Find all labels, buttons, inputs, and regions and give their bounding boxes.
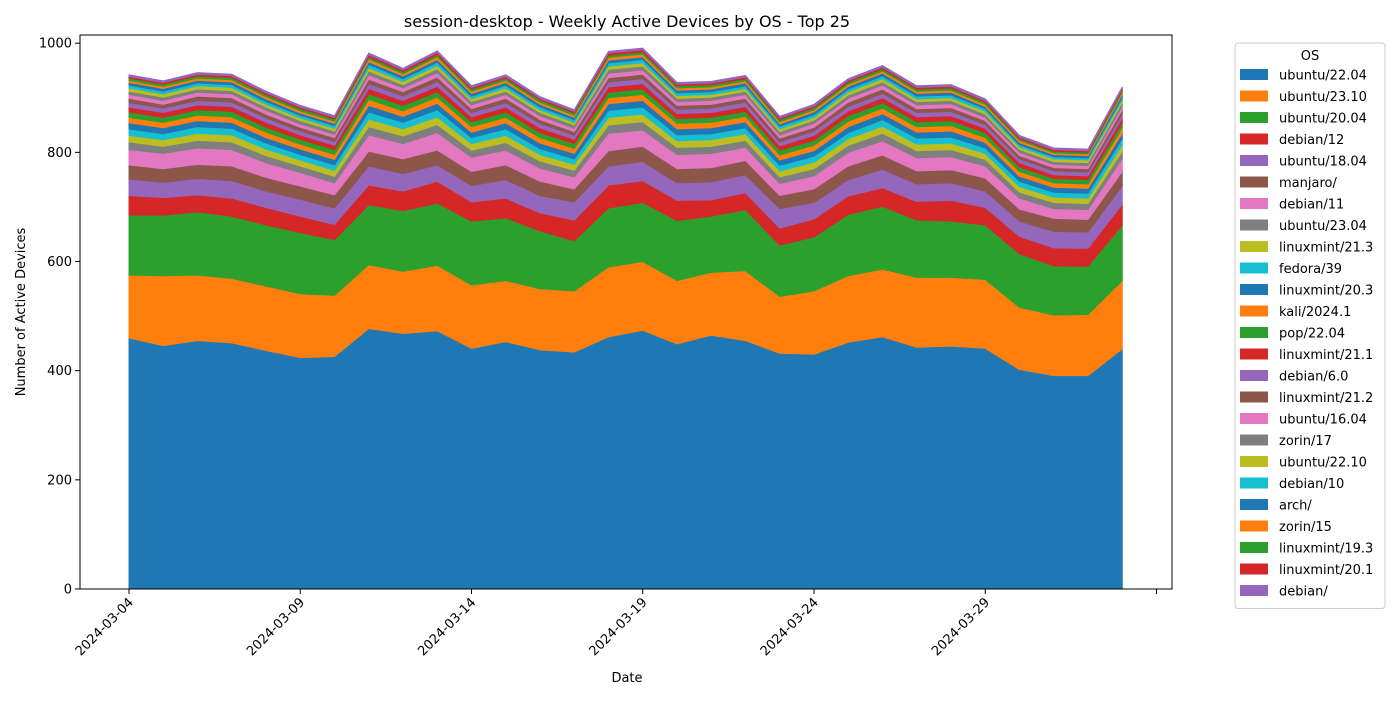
y-tick-label: 0 <box>64 583 72 598</box>
legend-label: debian/6.0 <box>1279 370 1348 385</box>
legend-label: zorin/15 <box>1279 520 1332 535</box>
area-series-ubuntu-22-04 <box>128 328 1123 590</box>
legend-label: linuxmint/19.3 <box>1279 542 1373 557</box>
legend-item-ubuntu-20-04: ubuntu/20.04 <box>1240 112 1367 127</box>
legend-swatch <box>1240 413 1268 424</box>
legend-item-zorin-15: zorin/15 <box>1240 520 1332 535</box>
legend-item-kali-2024-1: kali/2024.1 <box>1240 305 1351 320</box>
legend-label: ubuntu/22.04 <box>1279 69 1367 84</box>
legend-item-arch: arch/ <box>1240 499 1312 514</box>
legend-label: linuxmint/20.1 <box>1279 563 1373 578</box>
legend-swatch <box>1240 198 1268 209</box>
legend-label: debian/11 <box>1279 198 1344 213</box>
legend-frame <box>1234 42 1386 609</box>
legend-label: debian/10 <box>1279 477 1344 492</box>
x-axis-label: Date <box>611 671 642 686</box>
legend-item-manjaro: manjaro/ <box>1240 176 1337 191</box>
y-axis-label: Number of Active Devices <box>14 227 29 396</box>
x-tick-label: 2024-03-14 <box>415 595 479 659</box>
legend-item-linuxmint-21-1: linuxmint/21.1 <box>1240 348 1373 363</box>
legend-label: linuxmint/20.3 <box>1279 284 1373 299</box>
legend-swatch <box>1240 499 1268 510</box>
x-tick-label: 2024-03-29 <box>929 595 993 659</box>
legend-item-linuxmint-19-3: linuxmint/19.3 <box>1240 542 1373 557</box>
y-tick-label: 1000 <box>39 37 72 52</box>
legend-item-ubuntu-23-04: ubuntu/23.04 <box>1240 219 1367 234</box>
legend-label: ubuntu/18.04 <box>1279 155 1367 170</box>
legend-swatch <box>1240 563 1268 575</box>
legend-swatch <box>1240 219 1268 231</box>
legend-label: ubuntu/16.04 <box>1279 413 1367 428</box>
legend-label: kali/2024.1 <box>1279 305 1351 320</box>
legend-label: manjaro/ <box>1279 176 1337 191</box>
legend-swatch <box>1240 542 1268 553</box>
legend-label: ubuntu/22.10 <box>1279 456 1367 471</box>
legend-item-linuxmint-20-1: linuxmint/20.1 <box>1240 563 1373 578</box>
y-tick-label: 800 <box>47 146 72 161</box>
legend-label: zorin/17 <box>1279 434 1332 449</box>
legend-swatch <box>1240 133 1268 145</box>
legend-title: OS <box>1301 49 1319 64</box>
legend-item-pop-22-04: pop/22.04 <box>1240 327 1345 342</box>
legend-label: linuxmint/21.1 <box>1279 348 1373 363</box>
legend-item-linuxmint-20-3: linuxmint/20.3 <box>1240 284 1373 299</box>
legend-label: ubuntu/20.04 <box>1279 112 1367 127</box>
legend-swatch <box>1240 327 1268 338</box>
legend-swatch <box>1240 305 1268 317</box>
legend-swatch <box>1240 434 1268 446</box>
y-tick-label: 600 <box>47 255 72 270</box>
legend-item-zorin-17: zorin/17 <box>1240 434 1332 449</box>
legend-label: linuxmint/21.3 <box>1279 241 1373 256</box>
legend-swatch <box>1240 69 1268 80</box>
legend-item-linuxmint-21-2: linuxmint/21.2 <box>1240 391 1373 406</box>
legend-item-debian-11: debian/11 <box>1240 198 1344 213</box>
legend-item-debian: debian/ <box>1240 585 1328 600</box>
area-series-debian <box>128 47 1123 152</box>
legend-label: linuxmint/21.2 <box>1279 391 1373 406</box>
legend-item-ubuntu-16-04: ubuntu/16.04 <box>1240 413 1367 428</box>
legend-swatch <box>1240 456 1268 467</box>
legend-item-fedora-39: fedora/39 <box>1240 262 1342 277</box>
legend-item-ubuntu-22-04: ubuntu/22.04 <box>1240 69 1367 84</box>
x-tick-label: 2024-03-24 <box>758 595 822 659</box>
chart-title: session-desktop - Weekly Active Devices … <box>404 12 850 31</box>
legend-label: fedora/39 <box>1279 262 1342 277</box>
legend-item-ubuntu-18-04: ubuntu/18.04 <box>1240 155 1367 170</box>
legend-label: arch/ <box>1279 499 1312 514</box>
legend-swatch <box>1240 112 1268 123</box>
legend: OS ubuntu/22.04 ubuntu/23.10 ubuntu/20.04 d… <box>1234 42 1386 609</box>
x-tick-label: 2024-03-04 <box>73 595 137 659</box>
legend-swatch <box>1240 391 1268 403</box>
legend-swatch <box>1240 348 1268 360</box>
areas-layer <box>128 47 1123 590</box>
legend-swatch <box>1240 370 1268 381</box>
legend-swatch <box>1240 477 1268 489</box>
legend-item-debian-10: debian/10 <box>1240 477 1344 492</box>
legend-swatch <box>1240 176 1268 188</box>
legend-label: ubuntu/23.10 <box>1279 90 1367 105</box>
legend-swatch <box>1240 520 1268 532</box>
legend-item-linuxmint-21-3: linuxmint/21.3 <box>1240 241 1373 256</box>
legend-item-debian-12: debian/12 <box>1240 133 1344 148</box>
legend-swatch <box>1240 262 1268 274</box>
legend-label: pop/22.04 <box>1279 327 1345 342</box>
legend-item-ubuntu-23-10: ubuntu/23.10 <box>1240 90 1367 105</box>
x-tick-label: 2024-03-09 <box>244 595 308 659</box>
legend-item-ubuntu-22-10: ubuntu/22.10 <box>1240 456 1367 471</box>
y-tick-label: 400 <box>47 364 72 379</box>
x-tick-label: 2024-03-19 <box>587 595 651 659</box>
legend-swatch <box>1240 155 1268 166</box>
legend-label: ubuntu/23.04 <box>1279 219 1367 234</box>
legend-label: debian/ <box>1279 585 1328 600</box>
legend-item-debian-6-0: debian/6.0 <box>1240 370 1348 385</box>
y-tick-label: 200 <box>47 473 72 488</box>
plot-frame <box>79 34 1173 590</box>
legend-swatch <box>1240 90 1268 102</box>
legend-swatch <box>1240 585 1268 596</box>
legend-swatch <box>1240 284 1268 295</box>
legend-label: debian/12 <box>1279 133 1344 148</box>
legend-swatch <box>1240 241 1268 252</box>
